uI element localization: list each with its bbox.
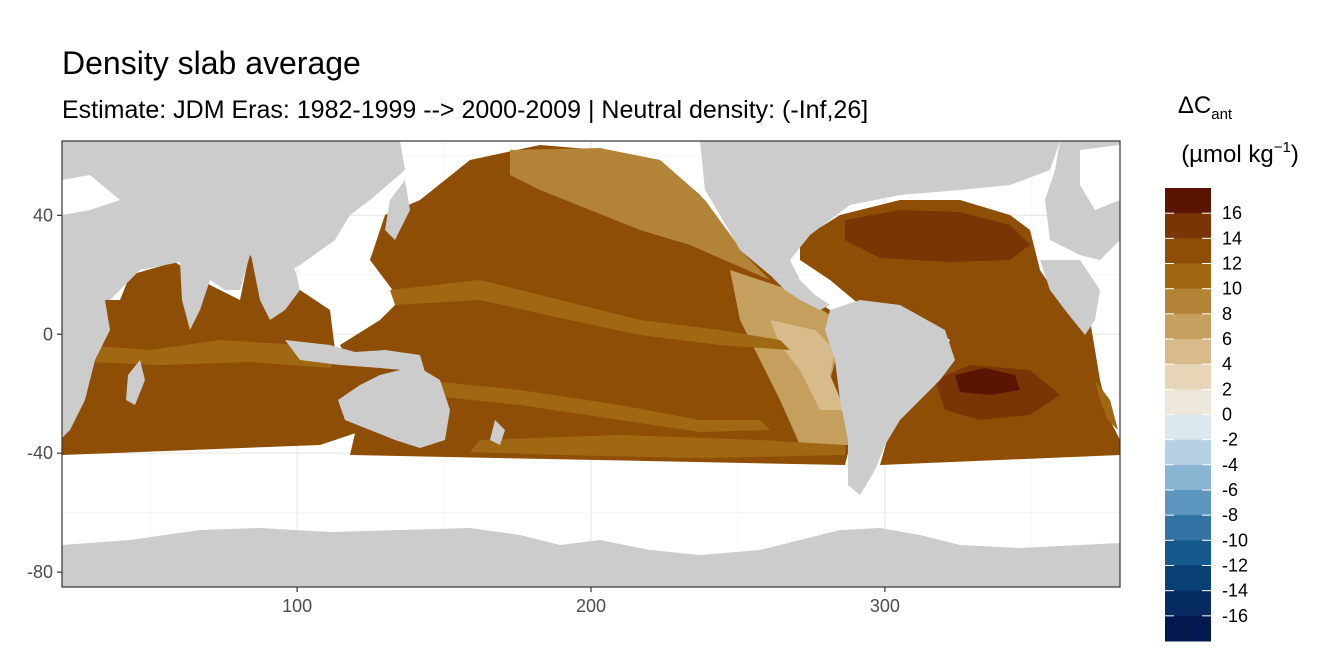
land-south-america [825, 300, 955, 495]
legend-swatch-6 [1165, 339, 1211, 365]
legend-label-15: -14 [1222, 581, 1248, 601]
ocean-pacific-equatorial-pale [770, 320, 845, 410]
land-australia [338, 368, 450, 448]
legend-title-main: ΔC [1178, 92, 1211, 119]
legend-label-2: 12 [1222, 254, 1242, 274]
legend-label-13: -10 [1222, 530, 1248, 550]
legend-labels: 16 14 12 10 8 6 4 2 0 -2 -4 -6 -8 -10 -12 -14 -16 [1222, 203, 1248, 626]
chart-title: Density slab average [62, 45, 361, 81]
legend-label-14: -12 [1222, 556, 1248, 576]
legend-swatch-13 [1165, 515, 1211, 541]
legend-swatch-1 [1165, 213, 1211, 239]
legend-swatch-12 [1165, 490, 1211, 516]
land-west-africa [1040, 260, 1100, 335]
legend-label-4: 8 [1222, 304, 1232, 324]
land-madagascar [126, 360, 145, 405]
land-japan [385, 180, 410, 240]
ocean-pacific-band-north [390, 280, 790, 350]
y-tick-label-3: -80 [27, 562, 53, 582]
legend-swatch-9 [1165, 414, 1211, 441]
ocean-pacific-band-south [420, 380, 770, 432]
legend-unit-superscript: −1 [1274, 139, 1291, 156]
legend-label-10: -4 [1222, 455, 1238, 475]
legend-unit-close: ) [1291, 141, 1299, 168]
land-southeast-asia [250, 250, 300, 320]
legend-swatch-5 [1165, 313, 1211, 340]
legend-label-1: 14 [1222, 228, 1242, 248]
x-tick-label-1: 200 [576, 596, 606, 616]
legend-swatch-15 [1165, 565, 1211, 592]
land-north-america [700, 141, 1060, 280]
legend-swatch-17 [1165, 615, 1211, 642]
sea-ice-arctic-east [1080, 145, 1120, 210]
legend-label-3: 10 [1222, 279, 1242, 299]
land-new-zealand [490, 420, 505, 445]
ocean-atlantic-east-light [1095, 380, 1118, 430]
legend-label-9: -2 [1222, 430, 1238, 450]
legend-title-subscript: ant [1211, 106, 1233, 123]
legend-swatch-2 [1165, 238, 1211, 264]
legend-label-0: 16 [1222, 203, 1242, 223]
land-india [180, 262, 210, 330]
ocean-pacific-north-light [510, 148, 770, 280]
ocean-indian-band [80, 340, 340, 368]
legend-swatch-0 [1165, 188, 1211, 214]
ocean-atlantic-south-core [955, 368, 1020, 395]
legend-title: ΔCant [1178, 92, 1233, 123]
legend-unit: (µmol kg−1) [1181, 139, 1299, 168]
legend-label-6: 4 [1222, 354, 1232, 374]
legend-unit-main: (µmol kg [1181, 141, 1274, 168]
legend-swatch-14 [1165, 540, 1211, 566]
legend-label-12: -8 [1222, 505, 1238, 525]
land-antarctica [62, 528, 1120, 587]
legend-swatch-4 [1165, 288, 1211, 315]
map-panel [61, 140, 1121, 588]
y-tick-label-0: 40 [33, 205, 53, 225]
legend-label-5: 6 [1222, 329, 1232, 349]
legend-swatch-10 [1165, 439, 1211, 466]
chart-subtitle: Estimate: JDM Eras: 1982-1999 --> 2000-2… [62, 96, 868, 124]
legend-swatch-3 [1165, 263, 1211, 290]
land-indonesia [285, 340, 425, 372]
x-tick-label-0: 100 [282, 596, 312, 616]
legend-swatch-16 [1165, 590, 1211, 617]
land-africa-east [62, 300, 110, 438]
legend-swatch-11 [1165, 464, 1211, 491]
legend-label-7: 2 [1222, 379, 1232, 399]
y-tick-label-2: -40 [27, 443, 53, 463]
x-tick-label-2: 300 [870, 596, 900, 616]
legend-swatch-8 [1165, 389, 1211, 415]
land-eurasia-africa [62, 141, 405, 300]
legend-swatch-7 [1165, 364, 1211, 390]
land-central-america [770, 275, 830, 310]
y-tick-label-1: 0 [43, 324, 53, 344]
sea-ice-arctic-west [62, 175, 120, 215]
ocean-southern-light-band [470, 435, 845, 458]
ocean-atlantic-north-gyre [845, 210, 1030, 262]
legend-swatches [1165, 188, 1211, 642]
legend-label-8: 0 [1222, 405, 1232, 425]
legend-label-16: -16 [1222, 606, 1248, 626]
legend-label-11: -6 [1222, 480, 1238, 500]
legend: ΔCant (µmol kg−1) 16 14 12 10 8 6 4 2 0 -2 -4 -6 -8 -… [1165, 92, 1299, 642]
